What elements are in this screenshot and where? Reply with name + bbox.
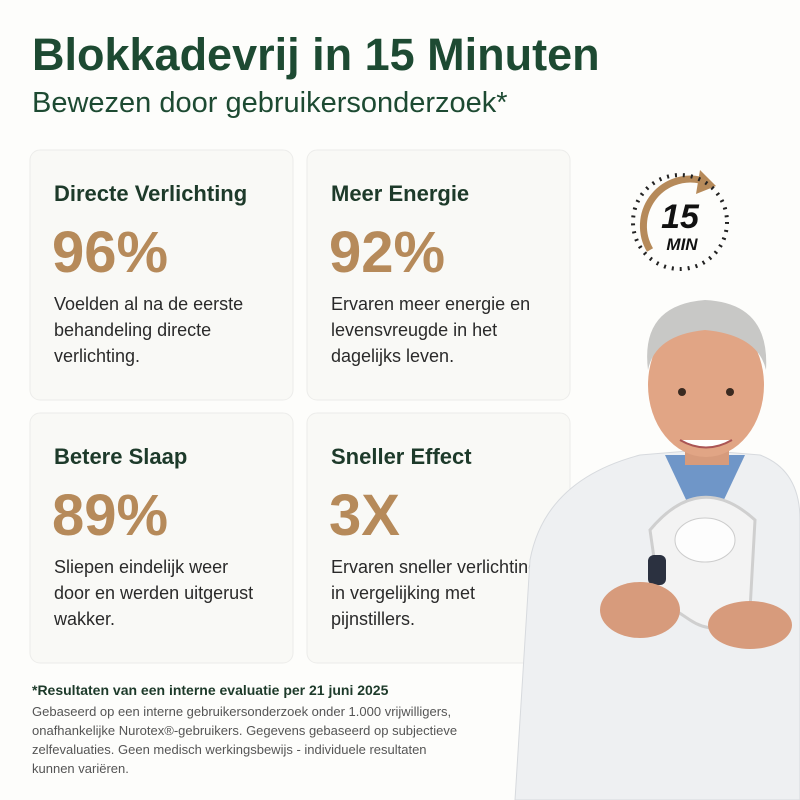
card-stat: 89% <box>52 483 168 548</box>
footnote-line: zelfevaluaties. Geen medisch werkingsbew… <box>32 742 427 757</box>
stat-card: Meer Energie 92% Ervaren meer energie en le… <box>306 149 571 401</box>
footnote: Gebaseerd op een interne gebruikersonder… <box>32 704 457 776</box>
card-description: pijnstillers. <box>331 609 415 629</box>
card-grid: Directe Verlichting 96% Voelden al na de e… <box>29 149 571 664</box>
footnote-line: Gebaseerd op een interne gebruikersonder… <box>32 704 451 719</box>
device-opening <box>674 517 736 563</box>
eye <box>678 388 686 396</box>
badge-unit: MIN <box>666 235 698 254</box>
badge-number: 15 <box>661 198 700 236</box>
person-illustration <box>514 300 800 800</box>
card-description: Ervaren meer energie en <box>331 294 530 314</box>
card-description: behandeling directe <box>54 320 211 340</box>
time-badge: 15 MIN <box>631 170 729 271</box>
stat-card: Betere Slaap 89% Sliepen eindelijk weer doo… <box>29 412 294 664</box>
card-heading: Betere Slaap <box>54 444 187 469</box>
stat-card: Sneller Effect 3X Ervaren sneller verlicht… <box>306 412 571 664</box>
card-background <box>29 412 294 664</box>
device-panel <box>648 555 666 585</box>
card-stat: 96% <box>52 220 168 285</box>
card-description: Voelden al na de eerste <box>54 294 243 314</box>
subtitle: Bewezen door gebruikersonderzoek* <box>32 87 508 119</box>
badge-arc <box>639 175 701 252</box>
eye <box>726 388 734 396</box>
card-description: Ervaren sneller verlichting <box>331 557 538 577</box>
card-description: in vergelijking met <box>331 583 475 603</box>
face <box>648 313 764 457</box>
card-stat: 92% <box>329 220 445 285</box>
hair <box>647 300 767 370</box>
card-description: dagelijks leven. <box>331 346 454 366</box>
card-background <box>29 149 294 401</box>
card-description: Sliepen eindelijk weer <box>54 557 228 577</box>
card-heading: Meer Energie <box>331 181 469 206</box>
title: Blokkadevrij in 15 Minuten <box>32 29 600 80</box>
badge-ticks <box>631 173 729 271</box>
card-description: door en werden uitgerust <box>54 583 253 603</box>
card-description: levensvreugde in het <box>331 320 497 340</box>
card-heading: Sneller Effect <box>331 444 472 469</box>
smile <box>679 439 733 449</box>
card-stat: 3X <box>329 483 400 548</box>
hand <box>708 601 792 649</box>
footnote-title: *Resultaten van een interne evaluatie pe… <box>32 682 389 698</box>
card-heading: Directe Verlichting <box>54 181 247 206</box>
hand <box>600 582 680 638</box>
footnote-line: onafhankelijke Nurotex®-gebruikers. Gege… <box>32 723 457 738</box>
card-description: verlichting. <box>54 346 140 366</box>
card-description: wakker. <box>53 609 115 629</box>
stat-card: Directe Verlichting 96% Voelden al na de e… <box>29 149 294 401</box>
card-background <box>306 149 571 401</box>
footnote-line: kunnen variëren. <box>32 761 129 776</box>
